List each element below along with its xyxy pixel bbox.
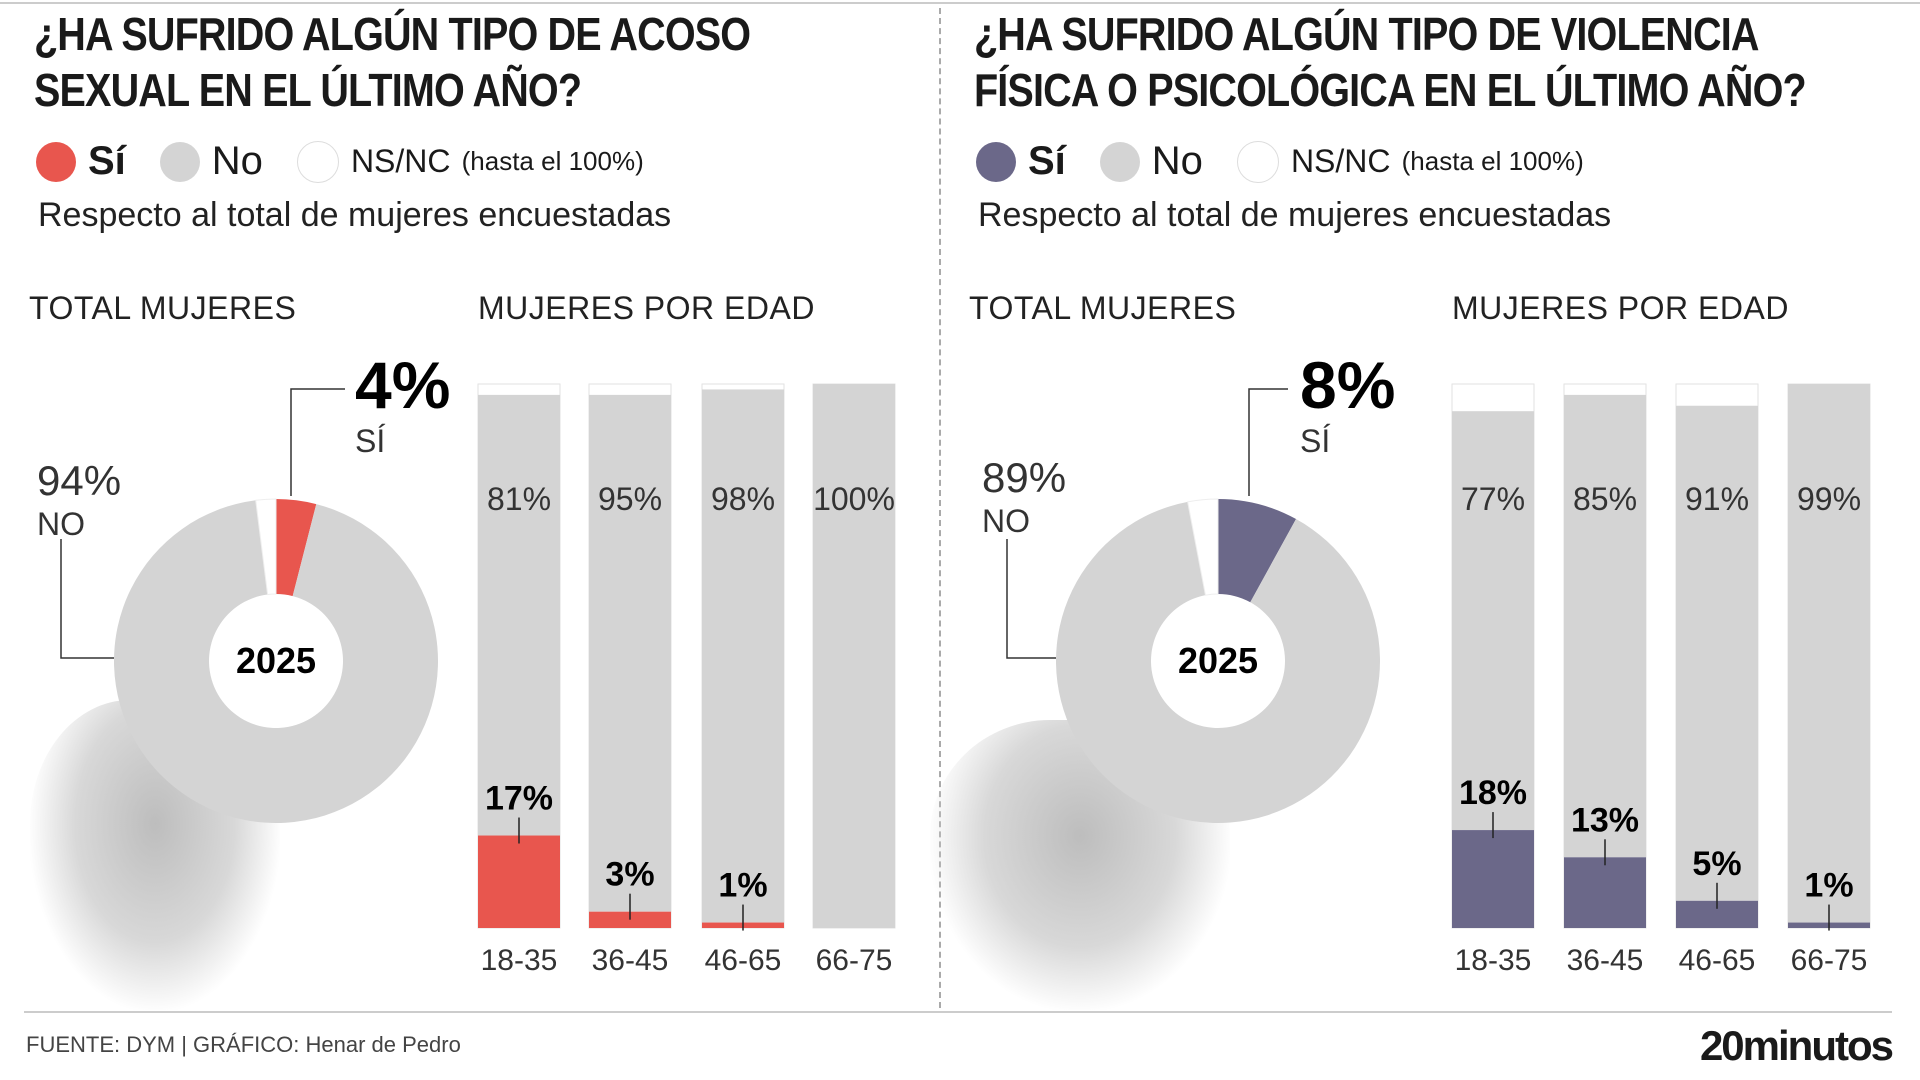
bar-category-label: 66-75 bbox=[816, 944, 893, 977]
legend-si-swatch bbox=[36, 141, 76, 182]
donut-nsnc-slice bbox=[255, 498, 277, 596]
legend-no-swatch bbox=[1099, 141, 1140, 182]
bar-category-label: 18-35 bbox=[481, 944, 558, 977]
bar-no-segment bbox=[478, 394, 560, 836]
bar-si-segment bbox=[1564, 857, 1646, 928]
bar-no-label: 100% bbox=[813, 481, 895, 517]
bar-no-segment bbox=[589, 394, 671, 912]
donut-center-label: 2025 bbox=[1178, 640, 1258, 681]
donut-center-label: 2025 bbox=[236, 640, 316, 681]
bar-si-segment bbox=[478, 835, 560, 928]
panel-divider bbox=[939, 8, 941, 1008]
bar-no-segment bbox=[1452, 411, 1534, 831]
legend-si-label: Sí bbox=[1028, 139, 1066, 183]
bar-no-label: 81% bbox=[487, 481, 551, 517]
legend-si-swatch bbox=[976, 141, 1016, 182]
donut-nsnc-slice bbox=[1187, 498, 1219, 596]
legend-nsnc-label: NS/NC bbox=[350, 143, 451, 179]
bar-si-label: 13% bbox=[1571, 801, 1639, 839]
donut-si-value: 8% bbox=[1300, 348, 1395, 422]
legend-nsnc-note: (hasta el 100%) bbox=[461, 146, 644, 176]
legend-left: Sí No NS/NC (hasta el 100%) bbox=[36, 139, 678, 184]
legend-nsnc-note: (hasta el 100%) bbox=[1401, 146, 1584, 176]
bar-no-label: 95% bbox=[598, 481, 662, 517]
donut-no-word: NO bbox=[982, 503, 1030, 539]
legend-right: Sí No NS/NC (hasta el 100%) bbox=[976, 139, 1618, 184]
bar-category-label: 46-65 bbox=[1679, 944, 1756, 977]
panel-right-title-line1: ¿HA SUFRIDO ALGÚN TIPO DE VIOLENCIA bbox=[974, 8, 1759, 60]
bar-category-label: 66-75 bbox=[1791, 944, 1868, 977]
bar-si-label: 3% bbox=[605, 856, 654, 894]
si-leader-line bbox=[290, 388, 345, 496]
panel-right-header: ¿HA SUFRIDO ALGÚN TIPO DE VIOLENCIA FÍSI… bbox=[974, 6, 1920, 118]
panel-left-title-line2: SEXUAL EN EL ÚLTIMO AÑO? bbox=[34, 64, 582, 116]
panel-right-subtitle: Respecto al total de mujeres encuestadas bbox=[978, 196, 1612, 234]
donut-no-value: 94% bbox=[37, 457, 121, 504]
bar-no-label: 85% bbox=[1573, 481, 1637, 517]
footer-source: FUENTE: DYM | GRÁFICO: Henar de Pedro bbox=[26, 1032, 461, 1057]
legend-no-label: No bbox=[211, 139, 263, 183]
panel-right-age-heading: MUJERES POR EDAD bbox=[1452, 290, 1789, 326]
panel-right-total-heading: TOTAL MUJERES bbox=[969, 290, 1237, 326]
bar-no-label: 91% bbox=[1685, 481, 1749, 517]
bar-no-segment bbox=[1676, 405, 1758, 901]
donut-no-slice bbox=[1055, 501, 1380, 823]
panel-left-total-heading: TOTAL MUJERES bbox=[29, 290, 297, 326]
bar-si-segment bbox=[1452, 830, 1534, 928]
bar-si-label: 5% bbox=[1692, 845, 1741, 883]
panel-left-subtitle: Respecto al total de mujeres encuestadas bbox=[38, 196, 672, 234]
legend-nsnc-swatch bbox=[296, 140, 339, 183]
si-leader-line bbox=[1248, 388, 1288, 496]
top-rule bbox=[0, 2, 1920, 4]
donut-si-word: SÍ bbox=[355, 423, 385, 459]
donut-si-slice bbox=[276, 499, 317, 597]
bar-no-segment bbox=[1564, 394, 1646, 858]
donut-no-word: NO bbox=[37, 506, 85, 542]
bar-no-label: 98% bbox=[711, 481, 775, 517]
panel-left-age-heading: MUJERES POR EDAD bbox=[478, 290, 815, 326]
bar-category-label: 46-65 bbox=[705, 944, 782, 977]
donut-no-value: 89% bbox=[982, 454, 1066, 501]
legend-no-label: No bbox=[1151, 139, 1203, 183]
bar-no-segment bbox=[1788, 384, 1870, 923]
donut-si-value: 4% bbox=[355, 348, 450, 422]
bar-si-label: 1% bbox=[718, 867, 767, 905]
donut-si-slice bbox=[1218, 499, 1297, 603]
no-leader-line bbox=[1006, 539, 1056, 659]
legend-si-label: Sí bbox=[88, 139, 126, 183]
panel-left-title-line1: ¿HA SUFRIDO ALGÚN TIPO DE ACOSO bbox=[34, 8, 751, 60]
bar-si-label: 1% bbox=[1804, 867, 1853, 905]
bar-no-segment bbox=[813, 384, 895, 928]
bar-no-label: 77% bbox=[1461, 481, 1525, 517]
donut-no-slice bbox=[113, 500, 438, 823]
legend-nsnc-label: NS/NC bbox=[1290, 143, 1391, 179]
bar-no-segment bbox=[702, 389, 784, 923]
panel-left-header: ¿HA SUFRIDO ALGÚN TIPO DE ACOSO SEXUAL E… bbox=[34, 6, 867, 118]
donut-si-word: SÍ bbox=[1300, 423, 1330, 459]
bar-category-label: 36-45 bbox=[592, 944, 669, 977]
bar-si-label: 18% bbox=[1459, 774, 1527, 812]
brand-logo: 20minutos bbox=[1699, 1022, 1894, 1069]
no-leader-line bbox=[60, 539, 114, 659]
footer-rule bbox=[24, 1011, 1892, 1013]
legend-nsnc-swatch bbox=[1236, 140, 1279, 183]
legend-no-swatch bbox=[159, 141, 200, 182]
bar-category-label: 18-35 bbox=[1455, 944, 1532, 977]
bar-si-segment bbox=[589, 911, 671, 928]
bar-no-label: 99% bbox=[1797, 481, 1861, 517]
bar-category-label: 36-45 bbox=[1567, 944, 1644, 977]
bar-si-label: 17% bbox=[485, 780, 553, 818]
panel-right-title-line2: FÍSICA O PSICOLÓGICA EN EL ÚLTIMO AÑO? bbox=[974, 64, 1807, 116]
